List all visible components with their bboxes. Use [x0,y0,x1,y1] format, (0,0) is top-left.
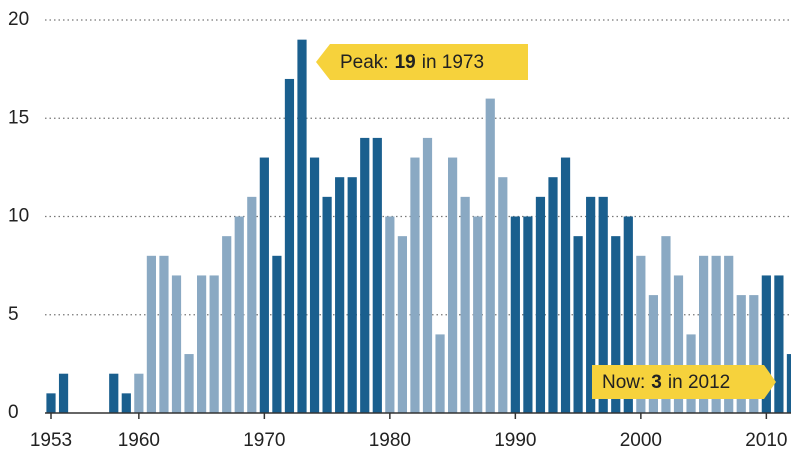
bar [171,275,182,413]
bar [586,196,596,413]
bar [724,255,734,413]
y-tick-label: 0 [8,402,19,423]
callout-value: 19 [395,52,416,73]
bar [749,295,759,413]
bar [360,137,370,413]
y-tick-label: 5 [8,304,19,325]
x-tick-label: 1980 [369,430,411,451]
bar [322,196,332,413]
x-tick-label: 1970 [243,430,285,451]
x-tick-label: 1990 [494,430,536,451]
x-tick-label: 2010 [745,430,787,451]
bar [297,39,307,414]
bar [435,334,445,413]
bar [473,216,483,413]
bar [485,98,495,413]
bar [284,78,295,413]
bar [573,236,583,413]
y-tick-label: 20 [8,9,29,30]
bar [234,216,244,413]
bar [197,275,207,413]
callout-label: Now: [602,372,645,393]
bar [272,255,282,413]
callout-text: Now: 3 in 2012 [602,372,730,393]
callout-suffix: in 2012 [668,372,730,393]
bar [397,236,407,413]
bar [774,275,784,413]
bar [159,255,169,413]
bar [548,177,558,413]
bar [699,255,709,413]
bar [422,137,433,413]
callout-suffix: in 1973 [422,52,484,73]
bar [259,157,269,413]
bar [648,295,658,413]
callout-box [592,365,776,399]
bar [498,177,508,413]
bar [736,295,746,413]
bar [134,373,144,413]
bar [661,236,671,413]
bar [146,255,156,413]
bar [460,196,470,413]
bar [711,255,721,413]
bar [786,354,791,413]
bar [335,177,345,413]
bar [673,275,684,413]
bar [372,137,382,413]
bar [510,216,520,413]
bar [309,157,320,413]
bar [347,177,357,413]
y-tick-label: 10 [8,206,29,227]
bar [410,157,420,413]
bar [247,196,257,413]
bar [448,157,458,413]
bar [385,216,395,413]
callout-label: Peak: [340,52,389,73]
bar [598,196,608,413]
y-tick-label: 15 [8,107,29,128]
bar [560,157,571,413]
bar [222,236,232,413]
bar [611,236,621,413]
callout-text: Peak: 19 in 1973 [340,52,484,73]
bar [58,373,69,413]
x-tick-label: 1953 [30,430,72,451]
bar [109,373,119,413]
bar [121,393,131,413]
x-tick-label: 1960 [118,430,160,451]
callout-value: 3 [651,372,662,393]
bar [636,255,646,413]
x-tick-label: 2000 [620,430,662,451]
bar [623,216,633,413]
callout-box [316,44,528,80]
bar [523,216,533,413]
bar [46,393,56,413]
bar [184,354,194,413]
bar [535,196,546,413]
bar [761,275,771,413]
bar [209,275,219,413]
